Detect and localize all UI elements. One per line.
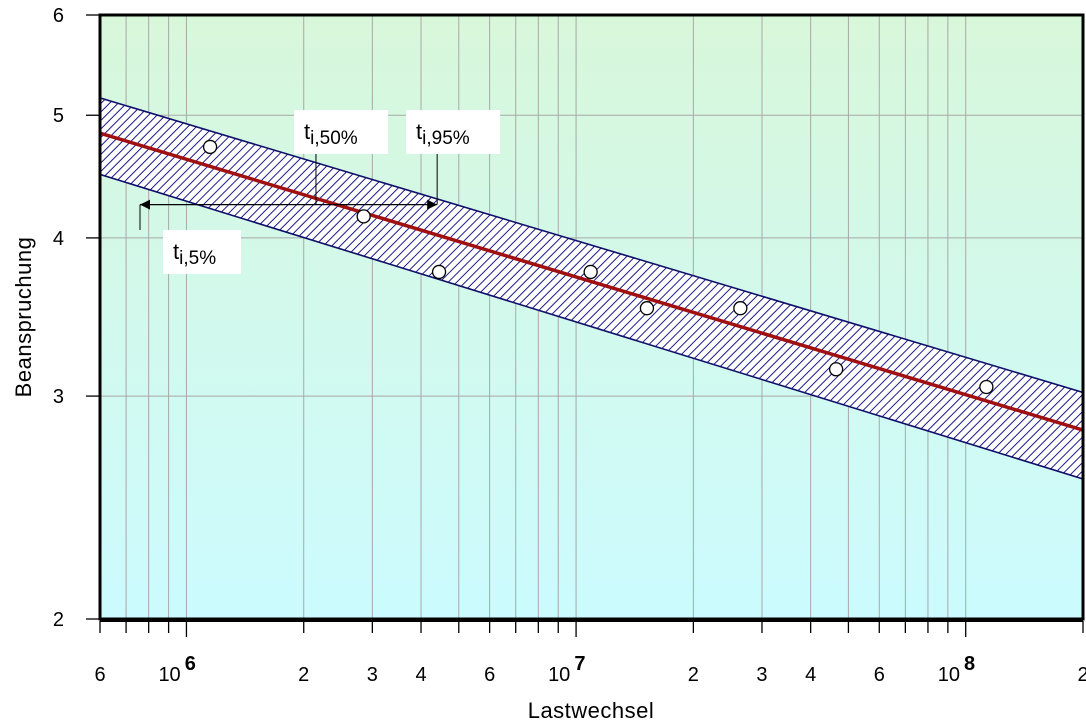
x-tick-label: 4 xyxy=(805,664,816,686)
scatter-band xyxy=(100,97,1083,480)
axes: 6 10 6 2 3 4 6 10 7 2 3 4 6 10 8 2 2 3 4 5 6 xyxy=(53,5,1086,686)
x-tick-label: 6 xyxy=(94,664,105,686)
x-tick-label: 6 xyxy=(484,664,495,686)
y-tick-label: 4 xyxy=(53,228,64,250)
y-tick-label: 6 xyxy=(53,5,64,27)
annotations: ti,50% ti,95% ti,5% xyxy=(139,110,500,274)
annotation-label-t50: ti,50% xyxy=(304,119,358,149)
scatter-band-fill xyxy=(100,97,1083,480)
annotation-label-t5: ti,5% xyxy=(173,239,216,269)
data-point xyxy=(431,264,447,280)
x-tick-label: 10 7 xyxy=(548,653,585,686)
y-axis-title: Beanspruchung xyxy=(11,237,36,398)
y-tick-label: 5 xyxy=(53,105,64,127)
data-point xyxy=(733,301,748,316)
x-tick-label: 2 xyxy=(688,664,699,686)
median-line-group xyxy=(100,131,1083,432)
data-point xyxy=(828,362,844,377)
annotation-label-t95: ti,95% xyxy=(416,119,470,149)
x-tick-label: 6 xyxy=(874,664,885,686)
x-tick-label: 2 xyxy=(298,664,309,686)
x-tick-label: 2 xyxy=(1077,664,1086,686)
plot-frame xyxy=(98,13,1085,621)
x-tick-label: 4 xyxy=(415,664,426,686)
data-point xyxy=(356,209,371,224)
data-point xyxy=(583,264,598,280)
annotation-box xyxy=(406,110,500,154)
band-lower-edge xyxy=(100,173,1083,480)
x-tick-label: 10 8 xyxy=(938,653,975,686)
data-point xyxy=(639,301,655,316)
annotation-box xyxy=(294,110,388,154)
x-axis-title: Lastwechsel xyxy=(528,698,655,723)
band-upper-edge xyxy=(100,97,1083,394)
median-line xyxy=(100,131,1083,432)
data-points xyxy=(202,139,994,395)
data-point xyxy=(979,379,994,395)
x-tick-label: 3 xyxy=(367,664,378,686)
data-point xyxy=(202,139,218,155)
annotation-box xyxy=(163,230,241,274)
y-tick-label: 3 xyxy=(53,386,64,408)
x-tick-label: 10 6 xyxy=(158,653,195,686)
x-tick-label: 3 xyxy=(756,664,767,686)
y-tick-label: 2 xyxy=(53,609,64,631)
